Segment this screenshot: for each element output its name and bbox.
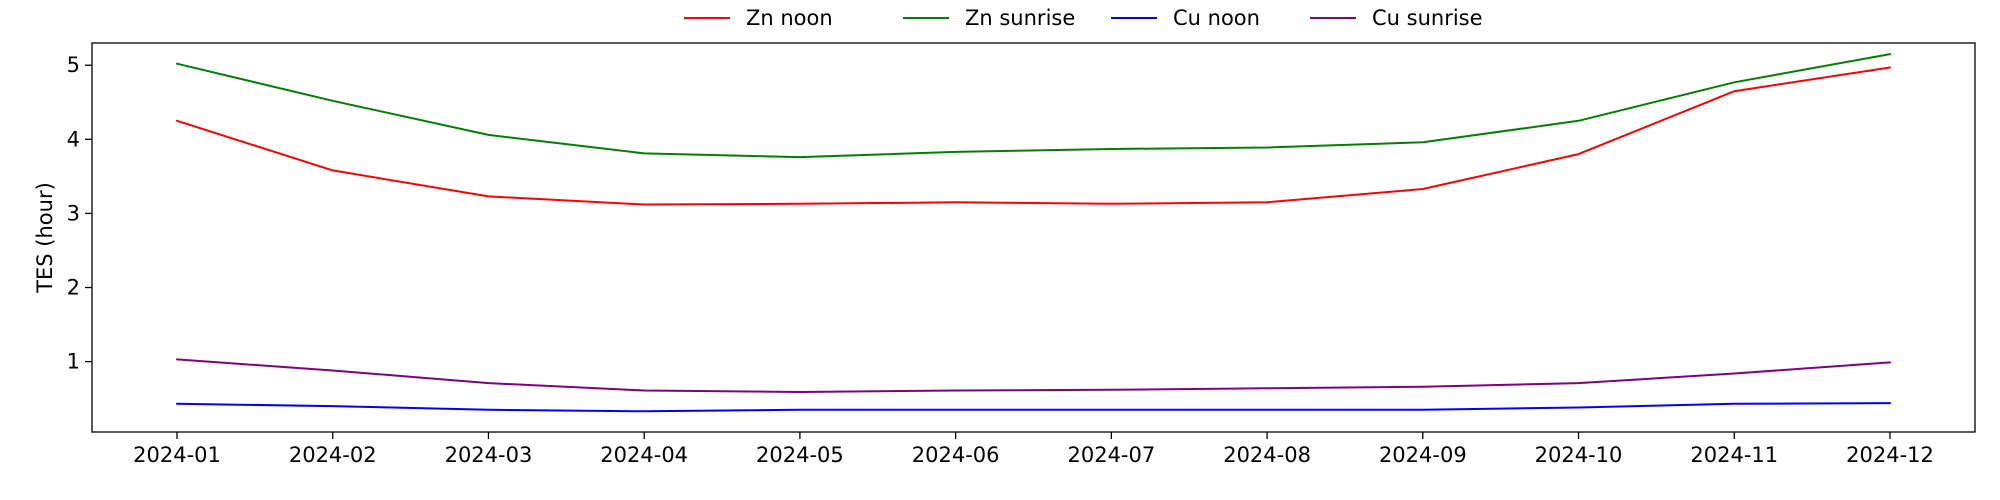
x-tick-label: 2024-11 — [1690, 443, 1778, 467]
y-tick-label: 4 — [67, 127, 80, 151]
y-tick-label: 2 — [67, 276, 80, 300]
x-tick-label: 2024-09 — [1379, 443, 1467, 467]
y-tick-label: 3 — [67, 201, 80, 225]
x-tick-label: 2024-07 — [1067, 443, 1155, 467]
series-line-cu-noon — [176, 402, 1891, 413]
x-axis: 2024-01 2024-02 2024-03 2024-04 2024-05 2024-… — [133, 432, 1934, 467]
legend-label: Cu sunrise — [1372, 6, 1483, 30]
y-axis-title: TES (hour) — [33, 182, 57, 294]
plot-frame — [91, 42, 1976, 433]
x-tick-label: 2024-10 — [1535, 443, 1623, 467]
series-group — [176, 53, 1891, 413]
plot-area — [91, 42, 1976, 433]
y-tick-label: 5 — [67, 53, 80, 77]
x-tick-label: 2024-04 — [600, 443, 688, 467]
series-line-cu-sunrise — [176, 358, 1891, 393]
x-tick-label: 2024-08 — [1223, 443, 1311, 467]
legend-label: Zn sunrise — [965, 6, 1075, 30]
x-tick-label: 2024-02 — [289, 443, 377, 467]
series-line-zn-sunrise — [176, 53, 1891, 159]
legend: Zn noon Zn sunrise Cu noon Cu sunrise — [684, 6, 1483, 30]
legend-label: Cu noon — [1173, 6, 1260, 30]
x-tick-label: 2024-01 — [133, 443, 221, 467]
x-tick-label: 2024-06 — [912, 443, 1000, 467]
x-tick-label: 2024-12 — [1846, 443, 1934, 467]
y-tick-label: 1 — [67, 350, 80, 374]
series-line-zn-noon — [176, 66, 1891, 206]
x-tick-label: 2024-03 — [445, 443, 533, 467]
x-tick-label: 2024-05 — [756, 443, 844, 467]
legend-label: Zn noon — [746, 6, 833, 30]
y-axis: 1 2 3 4 5 — [67, 53, 92, 374]
